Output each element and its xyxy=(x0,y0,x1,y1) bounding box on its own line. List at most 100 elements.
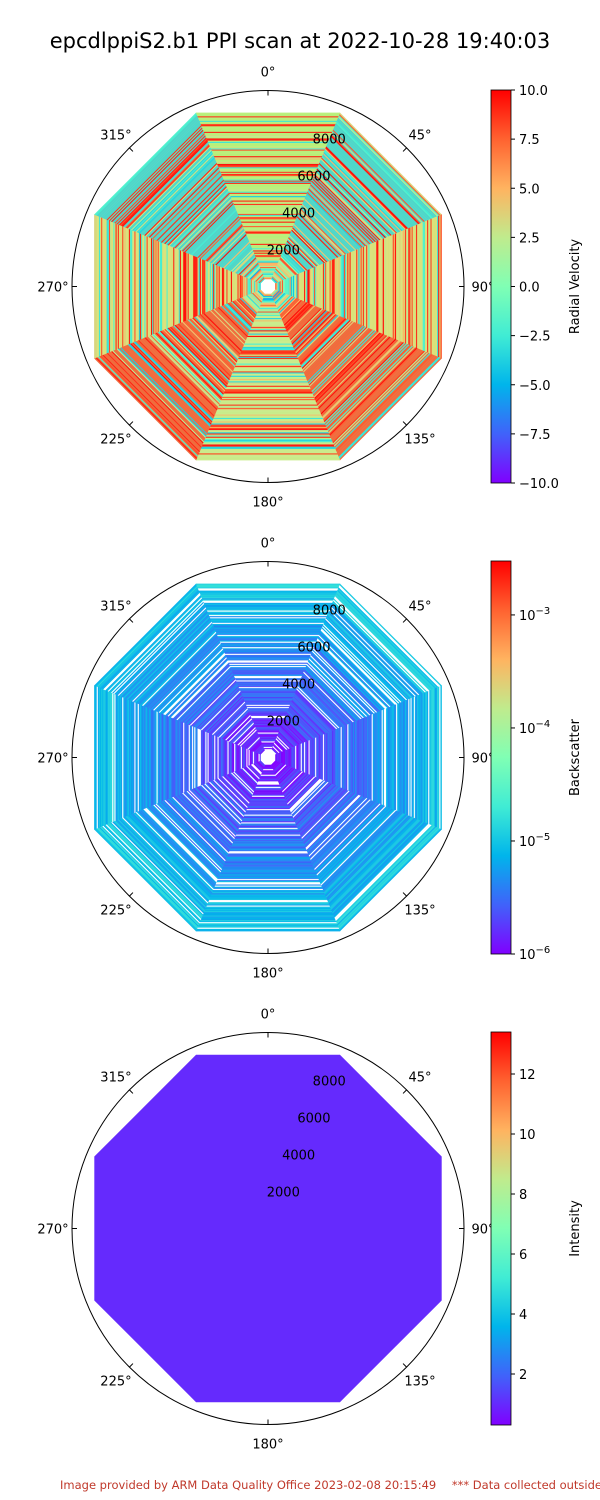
range-gate xyxy=(389,706,391,809)
range-gate xyxy=(227,188,309,190)
range-gate xyxy=(210,894,326,896)
range-gate xyxy=(311,738,314,777)
range-gate xyxy=(200,918,336,921)
range-gate xyxy=(255,315,281,318)
range-gate xyxy=(122,697,125,818)
range-gate xyxy=(338,256,340,317)
range-gate xyxy=(249,801,287,803)
range-gate xyxy=(226,186,310,189)
range-gate xyxy=(211,734,214,781)
range-gate xyxy=(260,303,276,306)
angle-tick xyxy=(402,1089,407,1094)
range-gate xyxy=(229,270,231,303)
range-gate xyxy=(314,737,316,778)
range-gate xyxy=(209,733,211,782)
range-gate xyxy=(228,269,230,304)
range-gate xyxy=(199,921,337,923)
range-gate xyxy=(234,835,302,838)
range-gate xyxy=(251,324,285,327)
range-gate xyxy=(166,715,168,800)
range-gate xyxy=(292,746,295,769)
range-gate xyxy=(418,223,420,350)
range-gate xyxy=(176,719,178,796)
range-gate xyxy=(220,400,316,402)
angle-tick xyxy=(129,1089,134,1094)
range-gate xyxy=(117,694,119,821)
angle-tick-label: 270° xyxy=(37,281,68,296)
range-gate xyxy=(238,355,298,358)
range-gate xyxy=(217,876,319,879)
range-gate xyxy=(401,230,404,343)
range-gate xyxy=(201,127,335,129)
range-gate xyxy=(235,362,301,364)
range-gate xyxy=(426,220,428,353)
range-gate xyxy=(121,696,124,819)
range-gate xyxy=(212,624,324,627)
range-gate xyxy=(304,270,306,303)
range-gate xyxy=(287,277,289,296)
range-gate xyxy=(132,701,135,814)
range-gate xyxy=(316,265,318,308)
range-gate xyxy=(338,727,340,788)
range-gate xyxy=(164,243,166,330)
range-gate xyxy=(227,190,309,192)
range-gate xyxy=(301,271,304,302)
range-gate xyxy=(207,611,329,613)
range-gate xyxy=(239,274,241,299)
range-gate xyxy=(140,233,143,340)
range-gate xyxy=(248,240,288,242)
range-gate xyxy=(181,250,184,323)
range-gate xyxy=(213,263,216,310)
range-gate xyxy=(231,844,305,846)
range-gate xyxy=(327,732,329,783)
range-gate xyxy=(257,780,279,782)
range-gate xyxy=(311,267,314,306)
range-gate xyxy=(380,239,382,334)
range-gate xyxy=(240,821,296,823)
range-gate xyxy=(261,301,275,303)
range-gate xyxy=(242,345,294,348)
range-gate xyxy=(218,874,318,876)
range-gate xyxy=(373,241,376,332)
range-gate xyxy=(432,688,435,827)
range-gate xyxy=(211,892,325,894)
range-gate xyxy=(312,738,315,777)
range-gate xyxy=(213,154,323,157)
range-gate xyxy=(409,698,411,817)
range-gate xyxy=(178,720,180,795)
range-gate xyxy=(228,662,308,664)
range-gate xyxy=(333,258,336,315)
range-gate xyxy=(231,670,305,672)
range-gate xyxy=(216,163,320,166)
range-gate xyxy=(358,719,360,796)
range-gate xyxy=(193,255,196,318)
range-gate xyxy=(257,309,279,311)
range-gate xyxy=(261,299,275,301)
colorbar-label: Intensity xyxy=(568,1200,583,1257)
range-gate xyxy=(255,313,281,316)
range-gate xyxy=(233,674,303,676)
range-gate xyxy=(241,223,295,225)
range-gate xyxy=(400,701,402,814)
angle-tick-label: 135° xyxy=(404,1375,435,1390)
range-gate xyxy=(165,243,167,330)
range-gate xyxy=(201,445,335,448)
range-gate xyxy=(397,232,399,341)
range-gate xyxy=(220,871,316,873)
range-gate xyxy=(207,901,329,903)
range-gate xyxy=(245,233,291,235)
range-gate xyxy=(414,695,417,820)
range-gate xyxy=(254,751,257,764)
range-gate xyxy=(203,130,333,132)
range-gate xyxy=(152,238,155,335)
range-gate xyxy=(294,274,296,299)
range-gate xyxy=(203,440,333,442)
range-gate xyxy=(213,416,323,419)
range-tick-label: 2000 xyxy=(267,244,300,259)
range-gate xyxy=(357,719,359,796)
range-gate xyxy=(130,700,133,815)
range-gate xyxy=(222,393,314,395)
range-gate xyxy=(207,612,329,614)
range-gate xyxy=(146,235,148,338)
range-gate xyxy=(211,891,325,893)
